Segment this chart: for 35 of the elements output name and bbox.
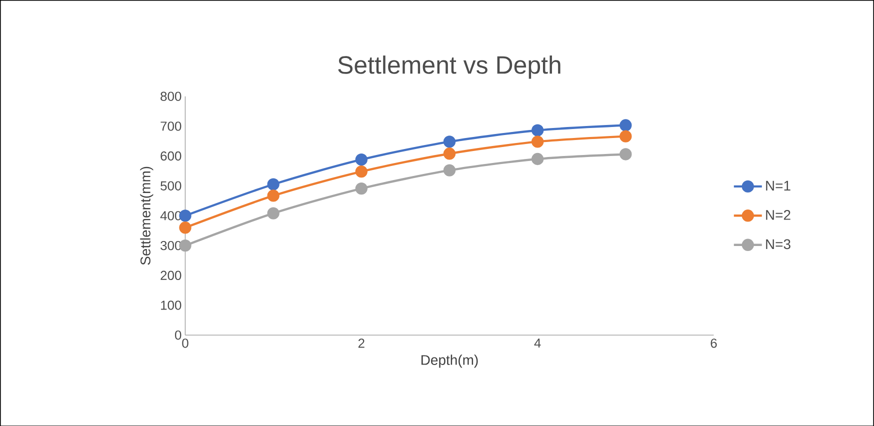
y-tick-label: 0 [174,330,182,340]
point [267,189,280,202]
point [531,135,544,148]
point [620,148,632,160]
x-axis-title: Depth(m) [421,354,478,368]
point [620,130,632,142]
point [179,209,192,222]
point [531,152,544,165]
point [355,153,368,166]
point [443,147,456,160]
legend-label: N=3 [766,239,790,249]
y-tick-label: 600 [160,151,182,160]
y-axis-title: Settlement(mm) [140,166,154,265]
x-tick-label: 4 [534,338,541,348]
y-tick-label: 200 [160,270,182,280]
point [267,207,280,220]
chart-title: Settlement vs Depth [338,55,560,79]
point [179,239,192,252]
legend-label: N=1 [766,180,790,190]
point [355,182,368,194]
point [620,118,632,132]
legend-label: N=2 [766,210,790,220]
point [443,135,456,148]
point [179,221,192,234]
point [531,124,544,136]
x-tick-label: 6 [710,338,717,348]
point [267,178,280,190]
point [355,165,368,178]
x-tick-label: 2 [358,338,364,348]
y-tick-label: 700 [160,121,182,131]
y-tick-label: 500 [160,181,182,190]
y-tick-label: 100 [161,300,182,310]
y-tick-label: 800 [160,92,182,101]
point [443,164,456,176]
x-tick-label: 0 [182,338,188,348]
